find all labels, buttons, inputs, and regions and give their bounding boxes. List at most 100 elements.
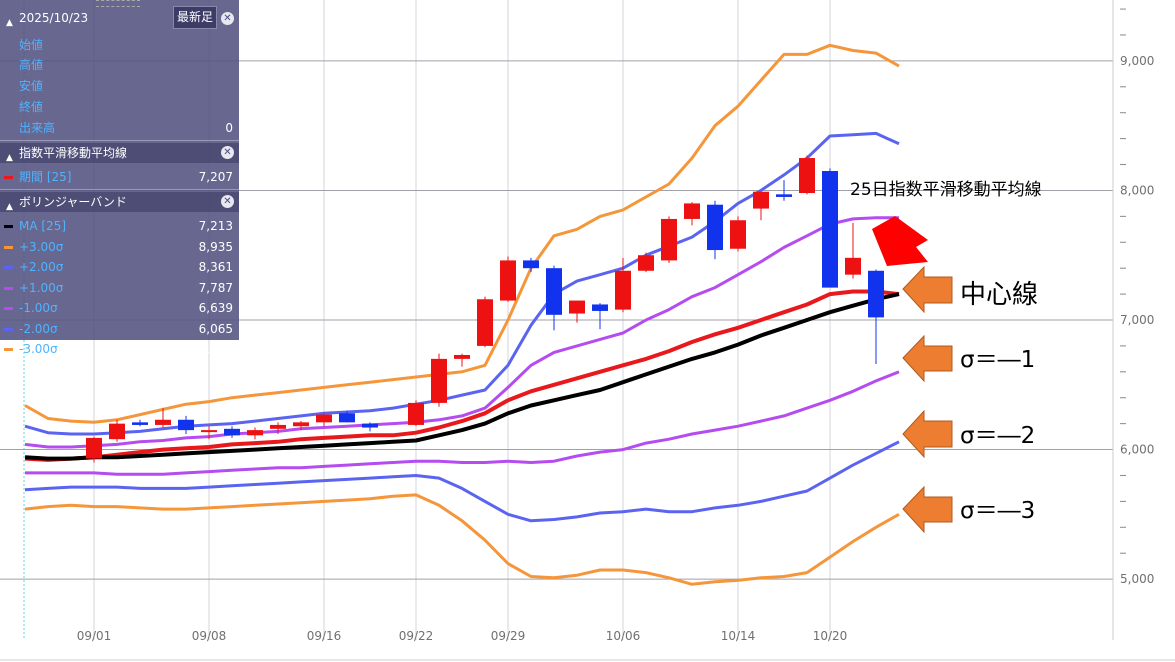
divider bbox=[0, 140, 239, 141]
candle-body bbox=[730, 220, 746, 249]
sigma-minus3-label: σ＝―3 bbox=[960, 498, 1035, 524]
candle-body bbox=[293, 422, 309, 427]
x-tick-label: 10/20 bbox=[813, 629, 848, 643]
candle-body bbox=[523, 260, 539, 269]
bb-swatch bbox=[4, 286, 13, 290]
bb-label: +3.00σ bbox=[19, 239, 64, 254]
bb-swatch bbox=[4, 348, 13, 351]
divider bbox=[0, 189, 239, 190]
candle-body bbox=[178, 419, 194, 431]
series-line bbox=[24, 43, 900, 424]
candle-body bbox=[247, 430, 263, 436]
bb-row: +3.00σ 8,935 bbox=[0, 237, 239, 257]
bb-swatch bbox=[4, 266, 13, 269]
x-tick-label: 09/16 bbox=[307, 629, 342, 643]
candle-body bbox=[684, 203, 700, 219]
x-tick-label: 09/29 bbox=[491, 629, 526, 643]
y-tick-label: 7,000 bbox=[1120, 313, 1154, 327]
center-line-label: 中心線 bbox=[960, 280, 1038, 310]
bb-label: MA [25] bbox=[19, 219, 67, 233]
bb-section-header: ▲ ボリンジャーバンド ✕ bbox=[0, 192, 239, 212]
indicator-lines bbox=[24, 43, 900, 586]
x-axis: 09/01 09/08 09/16 09/22 09/29 10/06 10/14 10/20 bbox=[0, 629, 1175, 661]
bb-value: 6,065 bbox=[198, 321, 233, 336]
date-label: 2025/10/23 bbox=[19, 11, 89, 25]
y-tick-label: 9,000 bbox=[1120, 54, 1154, 68]
series-line bbox=[24, 292, 900, 461]
candle-body bbox=[845, 257, 861, 275]
collapse-triangle-icon[interactable]: ▲ bbox=[6, 18, 13, 28]
candlesticks bbox=[86, 155, 884, 463]
open-label: 始値 bbox=[19, 38, 44, 52]
volume-row: 出来高 0 bbox=[0, 118, 239, 138]
x-tick-label: 09/08 bbox=[192, 629, 227, 643]
y-tick-label: 8,000 bbox=[1120, 183, 1154, 197]
candle-body bbox=[362, 423, 378, 428]
sigma-minus2-arrow bbox=[902, 409, 953, 459]
close-icon[interactable]: ✕ bbox=[221, 12, 234, 25]
series-line bbox=[24, 440, 900, 523]
high-row: 高値 bbox=[0, 55, 239, 75]
candle-body bbox=[270, 424, 286, 429]
candle-body bbox=[868, 270, 884, 318]
candle-body bbox=[615, 270, 631, 310]
ema-period-row: 期間 [25] 7,207 bbox=[0, 167, 239, 187]
collapse-triangle-icon[interactable]: ▲ bbox=[6, 202, 13, 212]
bb-label: -3.00σ bbox=[19, 342, 58, 356]
volume-label: 出来高 bbox=[19, 121, 56, 135]
bb-label: +1.00σ bbox=[19, 280, 64, 295]
sigma-minus1-arrow bbox=[902, 334, 953, 383]
newest-bar-button[interactable]: 最新足 bbox=[173, 6, 217, 29]
candle-body bbox=[408, 402, 424, 425]
x-tick-label: 09/01 bbox=[77, 629, 112, 643]
ema-swatch bbox=[4, 176, 13, 179]
low-label: 安値 bbox=[19, 79, 44, 93]
candle-body bbox=[454, 354, 470, 359]
center-line-arrow bbox=[902, 265, 953, 314]
red-arrow bbox=[872, 216, 928, 266]
candle-body bbox=[799, 158, 815, 194]
candle-body bbox=[316, 414, 332, 423]
x-tick-label: 10/06 bbox=[606, 629, 641, 643]
candle-body bbox=[224, 428, 240, 436]
close-icon[interactable]: ✕ bbox=[221, 146, 234, 159]
candle-body bbox=[661, 218, 677, 261]
ema-period-label: 期間 [25] bbox=[19, 170, 72, 184]
candle-body bbox=[339, 413, 355, 423]
ema-annotation-label: 25日指数平滑移動平均線 bbox=[850, 180, 1042, 200]
candle-body bbox=[592, 304, 608, 311]
bb-label: -1.00σ bbox=[19, 301, 58, 315]
bb-swatch bbox=[4, 327, 13, 331]
close-row: 終値 bbox=[0, 97, 239, 117]
bb-value: 7,787 bbox=[198, 280, 233, 295]
panel-drag-handle[interactable] bbox=[96, 0, 140, 7]
candle-body bbox=[776, 194, 792, 197]
ema-value: 7,207 bbox=[198, 170, 233, 184]
ema-section-title: 指数平滑移動平均線 bbox=[19, 146, 128, 160]
low-row: 安値 bbox=[0, 76, 239, 96]
high-label: 高値 bbox=[19, 58, 44, 72]
bb-row: +2.00σ 8,361 bbox=[0, 257, 239, 277]
close-icon[interactable]: ✕ bbox=[221, 195, 234, 208]
bb-swatch bbox=[4, 225, 13, 228]
bb-row: -1.00σ 6,639 bbox=[0, 298, 239, 318]
candle-body bbox=[431, 358, 447, 403]
candle-body bbox=[500, 260, 516, 301]
bb-value: 7,213 bbox=[198, 219, 233, 233]
bb-row: MA [25] 7,213 bbox=[0, 216, 239, 236]
sigma-minus3-arrow bbox=[902, 485, 953, 534]
series-line bbox=[25, 370, 900, 476]
candle-body bbox=[753, 191, 769, 209]
y-axis: 9,000 8,000 7,000 6,000 5,000 bbox=[1112, 0, 1154, 640]
x-tick-label: 10/14 bbox=[721, 629, 756, 643]
bb-row: -2.00σ 6,065 bbox=[0, 319, 239, 339]
bb-swatch bbox=[4, 245, 13, 249]
ema-section-header: ▲ 指数平滑移動平均線 ✕ bbox=[0, 143, 239, 163]
bb-value: 5,491 bbox=[198, 342, 233, 356]
open-row: 始値 bbox=[0, 35, 239, 55]
candle-body bbox=[477, 299, 493, 346]
collapse-triangle-icon[interactable]: ▲ bbox=[6, 153, 13, 163]
bb-value: 8,361 bbox=[198, 260, 233, 274]
candle-body bbox=[201, 430, 217, 433]
